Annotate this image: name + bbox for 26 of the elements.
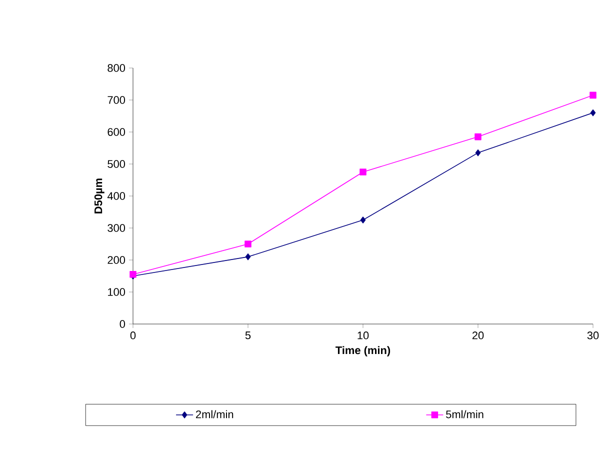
point xyxy=(245,253,251,260)
y-tick-label: 0 xyxy=(120,320,126,328)
y-tick-label: 200 xyxy=(108,256,126,264)
point xyxy=(475,149,481,156)
point xyxy=(474,133,482,140)
point xyxy=(590,109,596,116)
x-tick-label: 5 xyxy=(245,332,251,340)
legend-label: 2ml/min xyxy=(196,410,234,418)
y-tick-label: 300 xyxy=(108,224,126,232)
y-tick-label: 700 xyxy=(108,96,126,104)
point xyxy=(590,92,596,99)
point xyxy=(360,216,366,224)
x-tick-label: 10 xyxy=(358,332,369,340)
y-tick-label: 100 xyxy=(108,288,126,296)
x-tick-label: 30 xyxy=(587,332,599,340)
y-tick-label: 800 xyxy=(108,64,126,72)
y-tick-label: 500 xyxy=(108,160,126,168)
y-tick-label: 400 xyxy=(107,192,126,200)
legend-label: 5ml/min xyxy=(446,410,484,418)
y-axis-title: D50µm xyxy=(94,178,104,214)
x-tick-label: 0 xyxy=(130,332,136,340)
point xyxy=(360,168,366,176)
y-tick-label: 600 xyxy=(108,128,126,136)
point xyxy=(244,240,252,248)
x-axis-title: Time (min) xyxy=(336,346,390,356)
x-tick-label: 20 xyxy=(472,332,484,340)
